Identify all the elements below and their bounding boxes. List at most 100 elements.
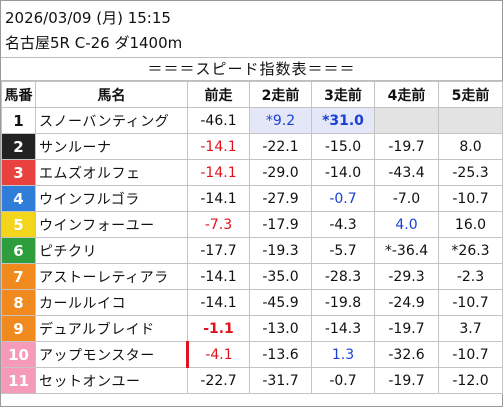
speed-index-cell [374, 107, 439, 134]
speed-index-cell: -17.9 [249, 211, 312, 238]
speed-index-cell: -2.3 [438, 263, 503, 290]
speed-index-cell: -14.1 [187, 185, 250, 212]
table-row: 11 セットオンユー -22.7 -31.7 -0.7 -19.7 -12.0 [1, 367, 503, 394]
speed-index-cell: -19.8 [311, 289, 375, 316]
table-row: 3 エムズオルフェ -14.1 -29.0 -14.0 -43.4 -25.3 [1, 159, 503, 186]
table-row: 9 デュアルブレイド -1.1 -13.0 -14.3 -19.7 3.7 [1, 315, 503, 342]
speed-index-cell: 16.0 [438, 211, 503, 238]
table-header-row: 馬番 馬名 前走 2走前 3走前 4走前 5走前 [1, 81, 503, 108]
horse-number-cell: 5 [1, 211, 36, 238]
speed-index-cell: -14.1 [187, 263, 250, 290]
table-row: 1 スノーバンティング -46.1 *9.2 *31.0 [1, 107, 503, 134]
speed-index-cell: -10.7 [438, 289, 503, 316]
speed-index-cell: -7.0 [374, 185, 439, 212]
speed-index-cell: -31.7 [249, 367, 312, 394]
horse-number-cell: 10 [1, 341, 36, 368]
col-header-4-before: 4走前 [374, 81, 439, 108]
horse-name-cell: サンルーナ [35, 133, 188, 160]
speed-index-cell: -25.3 [438, 159, 503, 186]
datetime-label: 2026/03/09 (月) 15:15 [5, 9, 171, 27]
horse-name-cell: エムズオルフェ [35, 159, 188, 186]
speed-index-cell: -7.3 [187, 211, 250, 238]
table-row: 2 サンルーナ -14.1 -22.1 -15.0 -19.7 8.0 [1, 133, 503, 160]
speed-index-cell: -19.7 [374, 367, 439, 394]
speed-index-cell: -10.7 [438, 185, 503, 212]
horse-number-cell: 1 [1, 107, 36, 134]
speed-index-cell: -14.1 [187, 159, 250, 186]
table-row: 5 ウインフォーユー -7.3 -17.9 -4.3 4.0 16.0 [1, 211, 503, 238]
speed-index-cell: -45.9 [249, 289, 312, 316]
horse-name-cell: デュアルブレイド [35, 315, 188, 342]
speed-index-cell: -4.1 [186, 341, 250, 368]
horse-number-cell: 6 [1, 237, 36, 264]
table-row: 4 ウインフルゴラ -14.1 -27.9 -0.7 -7.0 -10.7 [1, 185, 503, 212]
speed-index-cell: 3.7 [438, 315, 503, 342]
col-header-last: 前走 [187, 81, 250, 108]
speed-index-cell: -19.7 [374, 133, 439, 160]
col-header-2-before: 2走前 [249, 81, 312, 108]
speed-index-cell: -14.3 [311, 315, 375, 342]
speed-index-cell: -28.3 [311, 263, 375, 290]
horse-name-cell: アップモンスター [35, 341, 188, 368]
speed-index-cell: -22.7 [187, 367, 250, 394]
race-info-label: 名古屋5R C-26 ダ1400m [5, 34, 183, 52]
speed-index-cell: -19.7 [374, 315, 439, 342]
col-header-name: 馬名 [35, 81, 188, 108]
speed-index-cell: -24.9 [374, 289, 439, 316]
table-row: 8 カールルイコ -14.1 -45.9 -19.8 -24.9 -10.7 [1, 289, 503, 316]
speed-index-cell: -1.1 [187, 315, 250, 342]
speed-index-cell [438, 107, 503, 134]
horse-number-cell: 2 [1, 133, 36, 160]
col-header-3-before: 3走前 [311, 81, 375, 108]
horse-number-cell: 9 [1, 315, 36, 342]
speed-index-cell: -5.7 [311, 237, 375, 264]
speed-index-cell: *-36.4 [374, 237, 439, 264]
speed-index-cell: -17.7 [187, 237, 250, 264]
speed-index-cell: -14.1 [187, 133, 250, 160]
horse-name-cell: ウインフルゴラ [35, 185, 188, 212]
horse-number-cell: 3 [1, 159, 36, 186]
table-row: 7 アストーレティアラ -14.1 -35.0 -28.3 -29.3 -2.3 [1, 263, 503, 290]
speed-index-cell: -22.1 [249, 133, 312, 160]
speed-index-cell: 4.0 [374, 211, 439, 238]
speed-index-cell: -32.6 [374, 341, 439, 368]
speed-index-cell: -35.0 [249, 263, 312, 290]
speed-index-cell: -4.3 [311, 211, 375, 238]
speed-index-cell: 1.3 [311, 341, 375, 368]
speed-index-cell: -13.0 [249, 315, 312, 342]
speed-index-cell: -0.7 [311, 367, 375, 394]
speed-index-cell: -29.3 [374, 263, 439, 290]
table-row: 10 アップモンスター -4.1 -13.6 1.3 -32.6 -10.7 [1, 341, 503, 368]
speed-index-cell: -43.4 [374, 159, 439, 186]
horse-name-cell: アストーレティアラ [35, 263, 188, 290]
horse-number-cell: 8 [1, 289, 36, 316]
speed-index-cell: 8.0 [438, 133, 503, 160]
horse-name-cell: セットオンユー [35, 367, 188, 394]
speed-index-cell: -15.0 [311, 133, 375, 160]
speed-index-cell: *26.3 [438, 237, 503, 264]
speed-index-cell: -10.7 [438, 341, 503, 368]
horse-name-cell: ピチクリ [35, 237, 188, 264]
horse-number-cell: 4 [1, 185, 36, 212]
speed-index-cell: -12.0 [438, 367, 503, 394]
horse-name-cell: カールルイコ [35, 289, 188, 316]
col-header-5-before: 5走前 [438, 81, 503, 108]
speed-index-cell: -46.1 [187, 107, 250, 134]
speed-index-cell: -19.3 [249, 237, 312, 264]
horse-number-cell: 7 [1, 263, 36, 290]
speed-index-cell: -29.0 [249, 159, 312, 186]
speed-index-table: 馬番 馬名 前走 2走前 3走前 4走前 5走前 1 スノーバンティング -46.1… [1, 81, 503, 394]
horse-number-cell: 11 [1, 367, 36, 394]
horse-name-cell: スノーバンティング [35, 107, 188, 134]
speed-index-cell: -14.1 [187, 289, 250, 316]
col-header-number: 馬番 [1, 81, 36, 108]
speed-index-cell: -27.9 [249, 185, 312, 212]
speed-index-cell: -13.6 [249, 341, 312, 368]
table-row: 6 ピチクリ -17.7 -19.3 -5.7 *-36.4 *26.3 [1, 237, 503, 264]
speed-index-cell: -0.7 [311, 185, 375, 212]
horse-name-cell: ウインフォーユー [35, 211, 188, 238]
speed-index-cell: *31.0 [311, 107, 375, 134]
table-title-banner: ＝＝＝スピード指数表＝＝＝ [1, 57, 502, 81]
speed-index-cell: -14.0 [311, 159, 375, 186]
